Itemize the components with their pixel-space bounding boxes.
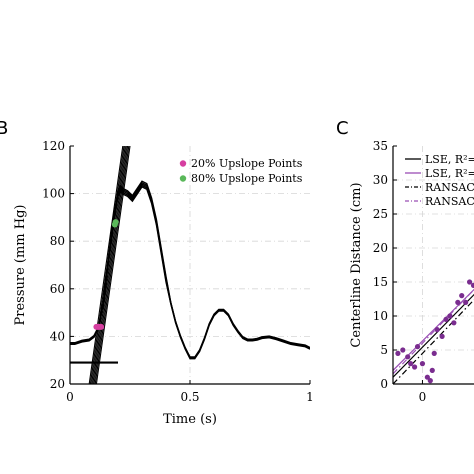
panel-c-data-point xyxy=(459,293,465,299)
panel-b-x-tick-label-0: 0 xyxy=(66,390,74,404)
panel-c-data-point xyxy=(439,333,445,339)
panel-c-legend-label-2: RANSAC xyxy=(425,181,474,194)
panel-c-y-tick-label-1: 5 xyxy=(380,343,388,357)
panel-b-y-tick-label-1: 40 xyxy=(50,329,65,343)
panel-letter-b: B xyxy=(0,118,8,139)
panel-c-x-tick-label-0: 0 xyxy=(419,390,427,404)
panel-letter-c: C xyxy=(336,118,349,139)
panel-b-y-tick-label-0: 20 xyxy=(50,377,65,391)
panel-b-x-axis-label: Time (s) xyxy=(163,412,217,427)
panel-b-y-tick-label-3: 80 xyxy=(50,234,65,248)
panel-b-tangent-line-4 xyxy=(93,146,129,384)
panel-c-data-point xyxy=(447,313,453,319)
panel-c-legend-label-3: RANSAC xyxy=(425,195,474,208)
panel-c-y-tick-label-3: 15 xyxy=(373,275,388,289)
panel-c-data-point xyxy=(431,350,437,356)
panel-c-y-tick-label-7: 35 xyxy=(373,139,388,153)
panel-b-80pct-point-1 xyxy=(112,219,119,226)
panel-c-legend-label-1: LSE, R²= xyxy=(425,167,474,180)
panel-b-x-tick-label-2: 1 xyxy=(306,390,314,404)
panel-c-data-point xyxy=(434,327,440,333)
panel-c-data-point xyxy=(400,347,406,353)
panel-c-data-point xyxy=(427,378,433,384)
panel-c-data-point xyxy=(470,282,474,288)
panel-c-data-point xyxy=(463,299,469,305)
panel-c-fit-line-0 xyxy=(393,293,474,378)
panel-c-y-tick-label-6: 30 xyxy=(373,173,388,187)
panel-b-tangent-line-3 xyxy=(92,146,127,384)
panel-b-plot-area xyxy=(70,146,310,384)
panel-b-20pct-point-4 xyxy=(98,323,105,330)
panel-c-legend-label-0: LSE, R²= xyxy=(425,153,474,166)
panel-c-data-point xyxy=(408,361,414,367)
panel-c-y-tick-label-4: 20 xyxy=(373,241,388,255)
panel-c-y-axis-label: Centerline Distance (cm) xyxy=(349,182,364,347)
panel-c-data-point xyxy=(424,374,430,380)
panel-c-data-point xyxy=(451,320,457,326)
panel-c-fit-line-3 xyxy=(393,288,474,375)
panel-c-plot-area xyxy=(393,279,474,384)
panel-c-y-tick-label-5: 25 xyxy=(373,207,388,221)
panel-b-y-tick-label-4: 100 xyxy=(42,187,65,201)
panel-c-data-point xyxy=(419,361,426,367)
panel-b-legend-marker-1 xyxy=(179,175,187,182)
panel-c-data-point xyxy=(455,299,461,305)
panel-b-legend-label-0: 20% Upslope Points xyxy=(191,157,303,170)
panel-c-data-point xyxy=(466,279,473,285)
panel-b-y-axis-label: Pressure (mm Hg) xyxy=(13,205,28,326)
panel-b-tangent-line-0 xyxy=(88,146,124,384)
panel-c-y-tick-label-0: 0 xyxy=(380,377,388,391)
panel-c-data-point xyxy=(443,316,449,322)
panel-c-fit-line-1 xyxy=(393,288,474,371)
panel-c-data-point xyxy=(429,367,435,373)
panel-c-y-tick-label-2: 10 xyxy=(373,309,388,323)
panel-b-legend-marker-0 xyxy=(179,160,187,167)
panel-b-y-tick-label-2: 60 xyxy=(50,282,65,296)
panel-c-data-point xyxy=(412,364,418,370)
panel-c-data-point xyxy=(414,344,421,350)
panel-b-tangent-line-5 xyxy=(94,146,130,384)
panel-c-data-point xyxy=(395,350,401,356)
panel-b-x-tick-label-1: 0.5 xyxy=(180,390,199,404)
panel-c-data-point xyxy=(405,354,411,360)
panel-b-legend-label-1: 80% Upslope Points xyxy=(191,172,303,185)
panel-b-y-tick-label-5: 120 xyxy=(42,139,65,153)
panel-b-tangent-line-6 xyxy=(95,146,131,384)
